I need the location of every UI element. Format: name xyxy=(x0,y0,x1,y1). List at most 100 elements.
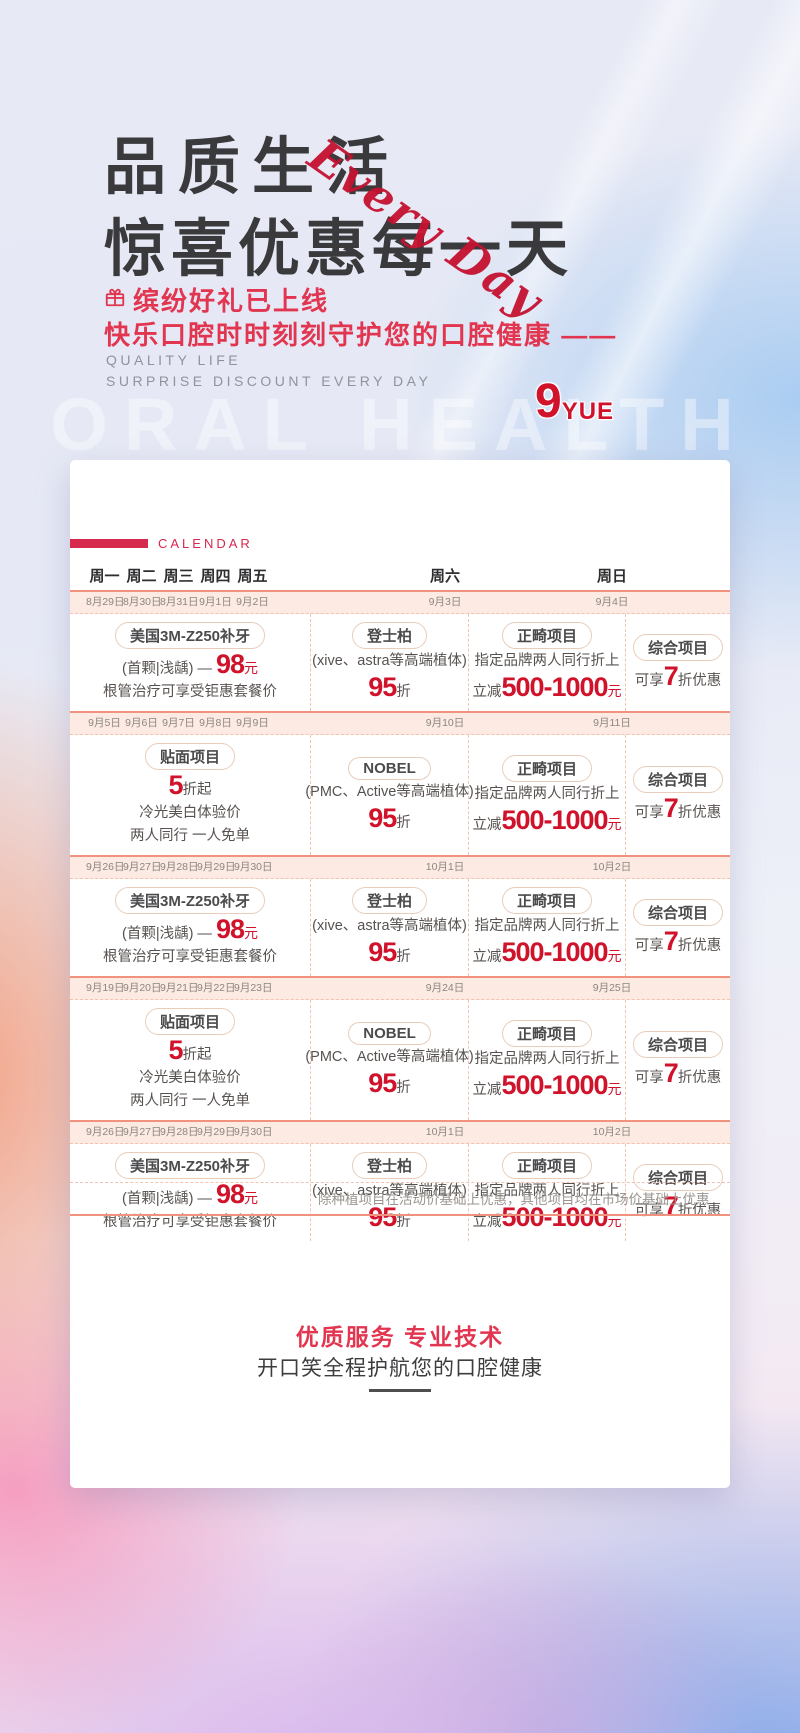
promo-pill: 正畸项目 xyxy=(501,1152,592,1180)
text-segment: 98 xyxy=(215,1179,245,1210)
date-label: 8月29日 xyxy=(86,596,125,608)
promo-line: 根管治疗可享受钜惠套餐价 xyxy=(103,1212,277,1233)
promo-cell: 正畸项目 指定品牌两人同行折上 立减500-1000元 xyxy=(469,614,626,712)
promo-pill: 登士柏 xyxy=(351,887,427,915)
text-segment: 指定品牌两人同行折上 xyxy=(474,785,620,802)
weekday-dates-group: 9月5日 9月6日 9月7日 9月8日 9月9日 xyxy=(70,713,271,734)
weekday-label: 周五 xyxy=(237,568,268,585)
date-label: 9月28日 xyxy=(160,1126,199,1139)
saturday-date: 9月3日 xyxy=(428,596,462,608)
promo-row: 美国3M-Z250补牙 (首颗|浅龋) — 98元 根管治疗可享受钜惠套餐价 登士柏(… xyxy=(70,1144,730,1242)
promo-row: 贴面项目 5折起 冷光美白体验价 两人同行 一人免单 NOBEL (PMC、Active等… xyxy=(70,735,730,856)
text-segment: 立减 xyxy=(472,684,502,701)
date-label: 8月30日 xyxy=(123,596,162,608)
promo-line: 95折 xyxy=(368,939,411,968)
watermark-text: ORAL HEALTH xyxy=(50,383,750,466)
text-segment: 折优惠 xyxy=(677,1070,722,1087)
text-segment: 立减 xyxy=(472,949,502,966)
promo-line: 5折起 xyxy=(168,772,211,801)
promo-cell: NOBEL (PMC、Active等高端植体) 95折 xyxy=(305,735,474,856)
promo-line: (首颗|浅龋) — 98元 xyxy=(122,651,258,680)
text-segment: 根管治疗可享受钜惠套餐价 xyxy=(103,684,277,701)
text-segment: 元 xyxy=(607,948,622,965)
text-segment: 7 xyxy=(663,925,679,956)
date-label: 9月29日 xyxy=(197,861,236,874)
text-segment: 500-1000 xyxy=(501,937,608,968)
saturday-header: 周六 xyxy=(429,568,461,585)
text-segment: 95 xyxy=(368,1202,397,1233)
promo-row: 贴面项目 5折起 冷光美白体验价 两人同行 一人免单 NOBEL (PMC、Active等… xyxy=(70,1000,730,1121)
saturday-date: 10月1日 xyxy=(425,1126,465,1139)
text-segment: 95 xyxy=(368,802,397,833)
date-band: 9月5日 9月6日 9月7日 9月8日 9月9日 9月10日 9月11日 xyxy=(70,711,730,736)
promo-line: 立减500-1000元 xyxy=(472,674,621,703)
promo-line: 立减500-1000元 xyxy=(472,1204,621,1233)
promo-line: 5折起 xyxy=(168,1037,211,1066)
saturday-date: 9月10日 xyxy=(425,717,465,730)
promo-line: (xive、astra等高端植体) xyxy=(312,916,467,937)
text-segment: 折 xyxy=(396,1079,411,1096)
promo-pill: 综合项目 xyxy=(632,898,723,926)
footer-slogan-red: 优质服务 专业技术 xyxy=(295,1324,505,1350)
text-segment: 98 xyxy=(215,914,245,945)
poster-title-line1: 品质生活 xyxy=(104,133,401,202)
text-segment: 两人同行 一人免单 xyxy=(129,828,251,845)
promo-line: 可享7折优惠 xyxy=(635,795,722,824)
calendar-label-text: CALENDAR xyxy=(158,536,253,551)
promo-pill: 正畸项目 xyxy=(501,887,592,915)
promo-line: 根管治疗可享受钜惠套餐价 xyxy=(103,947,277,968)
text-segment: 立减 xyxy=(472,1214,502,1231)
promo-pill: 美国3M-Z250补牙 xyxy=(114,622,266,649)
date-label: 9月20日 xyxy=(123,982,162,995)
promo-pill: NOBEL xyxy=(348,1021,431,1045)
date-label: 9月26日 xyxy=(86,861,125,874)
promo-cell: 综合项目 可享7折优惠 xyxy=(626,879,730,976)
text-segment: 7 xyxy=(663,1058,679,1089)
promo-line: 指定品牌两人同行折上 xyxy=(475,1049,620,1070)
promo-line: 指定品牌两人同行折上 xyxy=(475,916,620,937)
text-segment: 95 xyxy=(368,937,397,968)
date-label: 9月29日 xyxy=(197,1126,236,1139)
text-segment: (xive、astra等高端植体) xyxy=(312,1183,467,1200)
text-segment: 冷光美白体验价 xyxy=(139,805,241,822)
promo-line: 指定品牌两人同行折上 xyxy=(475,651,620,672)
text-segment: 立减 xyxy=(472,816,502,833)
promo-row: 美国3M-Z250补牙 (首颗|浅龋) — 98元 根管治疗可享受钜惠套餐价 登士柏(… xyxy=(70,879,730,977)
text-segment: 冷光美白体验价 xyxy=(139,1070,241,1087)
promo-line: (PMC、Active等高端植体) xyxy=(305,782,473,803)
text-segment: 500-1000 xyxy=(501,672,608,703)
date-band: 9月26日 9月27日 9月28日 9月29日 9月30日 10月1日 10月2日 xyxy=(70,1120,730,1145)
date-label: 9月8日 xyxy=(199,717,232,730)
english-caption-1: QUALITY LIFE xyxy=(106,352,242,368)
promo-pill: 贴面项目 xyxy=(144,1008,235,1036)
promo-pill: 登士柏 xyxy=(351,1152,427,1180)
poster-title-line2: 惊喜优惠每一天 xyxy=(104,215,574,284)
promo-line: (PMC、Active等高端植体) xyxy=(305,1047,473,1068)
text-segment: 可享 xyxy=(634,672,664,689)
text-segment: 折起 xyxy=(182,1047,212,1064)
sunday-date: 10月2日 xyxy=(592,1126,632,1139)
promo-cell: 美国3M-Z250补牙 (首颗|浅龋) — 98元 根管治疗可享受钜惠套餐价 xyxy=(70,1144,311,1242)
text-segment: 元 xyxy=(607,683,622,700)
text-segment: 500-1000 xyxy=(501,804,608,835)
promo-line: (首颗|浅龋) — 98元 xyxy=(122,916,258,945)
promo-cell: 综合项目 可享7折优惠 xyxy=(626,1000,730,1120)
footer-underline xyxy=(369,1389,431,1392)
sunday-header: 周日 xyxy=(596,568,628,585)
english-caption-2: SURPRISE DISCOUNT EVERY DAY xyxy=(106,373,432,389)
promo-pill: 综合项目 xyxy=(632,633,723,661)
sunday-date: 9月25日 xyxy=(592,982,632,995)
text-segment: 折起 xyxy=(182,782,212,799)
text-segment: 元 xyxy=(244,1190,259,1207)
subtitle-gift-line: 缤纷好礼已上线 xyxy=(104,281,329,318)
promo-line: 可享7折优惠 xyxy=(634,925,722,957)
date-label: 9月28日 xyxy=(160,861,199,874)
sunday-date: 9月4日 xyxy=(595,596,629,608)
weekday-dates-group: 9月19日 9月20日 9月21日 9月22日 9月23日 xyxy=(70,978,273,999)
weekday-label: 周三 xyxy=(163,568,194,585)
sunday-date: 10月2日 xyxy=(592,861,632,874)
text-segment: 可享 xyxy=(634,937,664,954)
promo-cell: 正畸项目 指定品牌两人同行折上立减500-1000元 xyxy=(469,879,626,977)
promo-cell: 登士柏 (xive、astra等高端植体) 95折 xyxy=(311,879,469,977)
promo-line: 95折 xyxy=(368,1069,411,1099)
